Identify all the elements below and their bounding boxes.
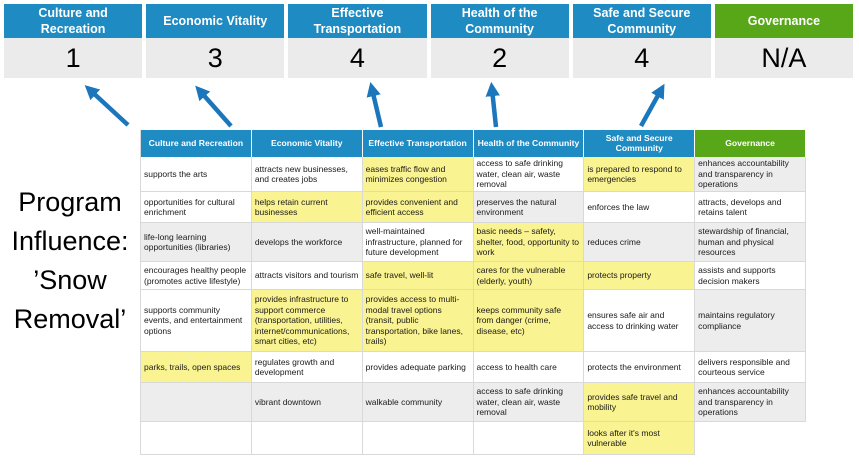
arrow-up-icon — [366, 81, 384, 128]
matrix-cell: protects the environment — [584, 352, 696, 383]
matrix-cell: encourages healthy people (promotes acti… — [141, 262, 252, 290]
matrix-cell: maintains regulatory compliance — [695, 290, 806, 352]
matrix-cell — [141, 422, 252, 455]
matrix-cell: cares for the vulnerable (elderly, youth… — [473, 262, 585, 290]
matrix-cell: supports community events, and entertain… — [141, 290, 252, 352]
matrix-cell — [141, 383, 252, 422]
matrix-cell: basic needs – safety, shelter, food, opp… — [473, 223, 585, 262]
slide-title-line: ’Snow — [33, 265, 107, 295]
matrix-cell: helps retain current businesses — [251, 192, 363, 223]
category-economic-vitality: Economic Vitality 3 — [146, 4, 285, 78]
matrix-cell — [695, 422, 806, 455]
matrix-cell: stewardship of financial, human and phys… — [695, 223, 806, 262]
matrix-cell: parks, trails, open spaces — [141, 352, 252, 383]
matrix-cell: supports the arts — [141, 157, 252, 192]
category-health-community: Health of the Community 2 — [430, 4, 569, 78]
matrix-column-header: Governance — [695, 130, 806, 157]
matrix-cell: eases traffic flow and minimizes congest… — [362, 157, 474, 192]
matrix-cell: access to safe drinking water, clean air… — [473, 157, 585, 192]
matrix-cell: delivers responsible and courteous servi… — [695, 352, 806, 383]
matrix-cell: access to safe drinking water, clean air… — [473, 383, 585, 422]
category-header: Culture and Recreation — [4, 4, 143, 38]
arrow-up-icon — [639, 83, 665, 128]
matrix-cell: life-long learning opportunities (librar… — [141, 223, 252, 262]
category-safe-secure-community: Safe and Secure Community 4 — [572, 4, 711, 78]
slide-title-line: Influence: — [11, 226, 129, 256]
matrix-cell: assists and supports decision makers — [695, 262, 806, 290]
category-score: 2 — [430, 38, 569, 78]
category-score: 3 — [146, 38, 285, 78]
matrix-cell: walkable community — [362, 383, 474, 422]
category-score: 1 — [4, 38, 143, 78]
matrix-column-header: Culture and Recreation — [141, 130, 252, 157]
matrix-column-header: Safe and Secure Community — [584, 130, 696, 157]
matrix-cell: attracts new businesses, and creates job… — [251, 157, 363, 192]
matrix-cell — [251, 422, 363, 455]
matrix-cell: regulates growth and development — [251, 352, 363, 383]
matrix-cell: provides access to multi-modal travel op… — [362, 290, 474, 352]
category-header: Economic Vitality — [146, 4, 285, 38]
matrix-cell: well-maintained infrastructure, planned … — [362, 223, 474, 262]
slide-title-line: Removal’ — [13, 304, 127, 334]
matrix-cell: reduces crime — [584, 223, 696, 262]
matrix-cell: is prepared to respond to emergencies — [584, 157, 696, 192]
matrix-cell: keeps community safe from danger (crime,… — [473, 290, 585, 352]
category-governance: Governance N/A — [714, 4, 853, 78]
matrix-cell: enforces the law — [584, 192, 696, 223]
matrix-cell: provides adequate parking — [362, 352, 474, 383]
arrow-up-icon — [485, 81, 500, 128]
category-score: N/A — [714, 38, 853, 78]
category-header: Effective Transportation — [288, 4, 427, 38]
matrix-cell — [473, 422, 585, 455]
matrix-cell: ensures safe air and access to drinking … — [584, 290, 696, 352]
matrix-cell: looks after it's most vulnerable — [584, 422, 696, 455]
slide-title: Program Influence: ’Snow Removal’ — [0, 183, 140, 339]
matrix-cell: enhances accountability and transparency… — [695, 157, 806, 192]
matrix-cell: provides infrastructure to support comme… — [251, 290, 363, 352]
influence-arrows — [84, 81, 665, 128]
category-effective-transportation: Effective Transportation 4 — [288, 4, 427, 78]
matrix-column-header: Health of the Community — [473, 130, 585, 157]
matrix-cell: protects property — [584, 262, 696, 290]
matrix-cell: opportunities for cultural enrichment — [141, 192, 252, 223]
category-header: Safe and Secure Community — [572, 4, 711, 38]
matrix-column-header: Economic Vitality — [251, 130, 363, 157]
category-score: 4 — [572, 38, 711, 78]
influence-matrix: Culture and Recreation Economic Vitality… — [140, 130, 806, 455]
matrix-cell: preserves the natural environment — [473, 192, 585, 223]
category-score: 4 — [288, 38, 427, 78]
matrix-cell: enhances accountability and transparency… — [695, 383, 806, 422]
category-culture-recreation: Culture and Recreation 1 — [4, 4, 143, 78]
arrow-up-icon — [195, 85, 233, 128]
matrix-cell: develops the workforce — [251, 223, 363, 262]
matrix-cell: provides safe travel and mobility — [584, 383, 696, 422]
matrix-cell: attracts visitors and tourism — [251, 262, 363, 290]
matrix-cell — [362, 422, 474, 455]
scoreboard: Culture and Recreation 1 Economic Vitali… — [4, 4, 853, 78]
matrix-cell: access to health care — [473, 352, 585, 383]
matrix-cell: attracts, develops and retains talent — [695, 192, 806, 223]
matrix-column-header: Effective Transportation — [362, 130, 474, 157]
arrow-up-icon — [84, 85, 130, 127]
category-header: Governance — [714, 4, 853, 38]
slide-title-line: Program — [18, 187, 122, 217]
matrix-cell: vibrant downtown — [251, 383, 363, 422]
category-header: Health of the Community — [430, 4, 569, 38]
matrix-cell: provides convenient and efficient access — [362, 192, 474, 223]
matrix-cell: safe travel, well-lit — [362, 262, 474, 290]
